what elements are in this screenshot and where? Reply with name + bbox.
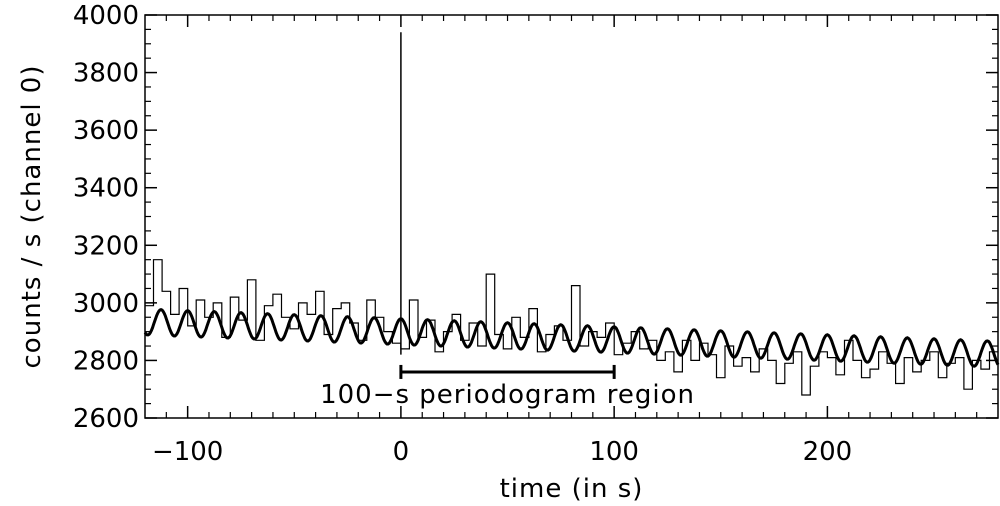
- y-tick-label: 3200: [73, 231, 139, 261]
- x-tick-label: −100: [152, 437, 223, 467]
- annotation-layer: 100−s periodogram region: [320, 364, 695, 410]
- x-tick-label: 200: [803, 437, 853, 467]
- x-tick-label: 100: [589, 437, 639, 467]
- series-layer: [143, 32, 1000, 396]
- periodogram-label: 100−s periodogram region: [320, 380, 695, 410]
- y-tick-label: 2800: [73, 346, 139, 376]
- y-tick-label: 2600: [73, 404, 139, 434]
- x-tick-label: 0: [393, 437, 410, 467]
- y-tick-label: 3400: [73, 174, 139, 204]
- x-axis-title: time (in s): [500, 474, 644, 504]
- y-axis-ticks: 2600 2800 3000 3200 3400 3600 3800 4000: [73, 1, 998, 434]
- plot-frame: [144, 14, 999, 419]
- y-tick-label: 3000: [73, 289, 139, 319]
- y-tick-label: 3600: [73, 116, 139, 146]
- y-tick-label: 4000: [73, 1, 139, 31]
- x-axis-ticks: −100 0 100 200: [152, 15, 978, 467]
- y-axis-title: counts / s (channel 0): [17, 65, 47, 369]
- y-tick-label: 3800: [73, 59, 139, 89]
- sinusoid-fit-line: [143, 307, 1000, 368]
